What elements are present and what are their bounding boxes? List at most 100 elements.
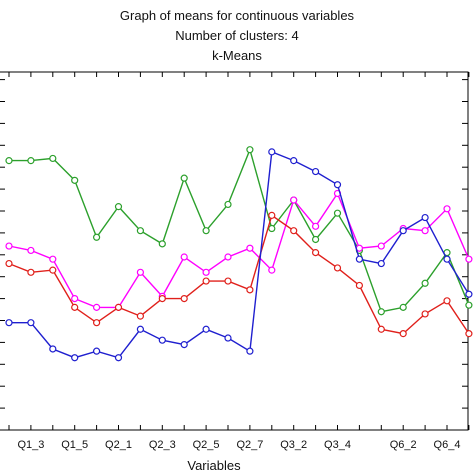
data-point (71, 303, 79, 311)
data-point (246, 244, 254, 252)
x-tick-label: Q3_4 (324, 439, 351, 451)
data-point (5, 157, 13, 165)
data-point (443, 205, 451, 213)
data-point (377, 259, 385, 268)
series-line (9, 150, 470, 359)
data-point (27, 268, 35, 276)
data-point (377, 242, 385, 250)
data-point (312, 235, 320, 244)
chart-subtitle-method: k-Means (212, 48, 262, 63)
data-point (333, 181, 342, 189)
x-tick-label: Q2_7 (236, 439, 263, 451)
data-point (465, 330, 473, 338)
data-point (71, 354, 79, 362)
chart-subtitle-clusters: Number of clusters: 4 (175, 28, 299, 43)
data-point (5, 259, 13, 268)
data-point (180, 295, 188, 303)
data-point (180, 174, 188, 182)
data-point (290, 157, 298, 165)
x-tick-label: Q1_5 (61, 439, 88, 451)
x-tick-label: Q2_3 (149, 439, 176, 451)
data-point (268, 211, 276, 219)
data-point (312, 249, 320, 257)
data-point (114, 203, 123, 211)
data-point (421, 279, 429, 287)
x-axis-label: Variables (187, 458, 241, 473)
data-point (290, 227, 298, 235)
data-point (158, 240, 166, 248)
plot-area-frame (0, 71, 469, 431)
x-tick-label: Q2_5 (193, 439, 220, 451)
data-point (202, 268, 210, 276)
x-tick-label: Q2_1 (105, 439, 132, 451)
data-point (5, 242, 13, 250)
data-point (158, 336, 166, 344)
data-point (27, 157, 35, 165)
x-tick-label: Q3_2 (280, 439, 307, 451)
data-point (114, 303, 123, 311)
data-point (136, 325, 144, 333)
data-point (465, 301, 473, 309)
data-point (268, 224, 276, 233)
y-axis-ticks (0, 79, 468, 431)
data-point (180, 340, 188, 349)
data-point (27, 246, 35, 255)
data-point (5, 319, 13, 327)
data-point (92, 303, 101, 311)
data-point (202, 277, 210, 285)
data-point (421, 213, 429, 222)
series-line (9, 147, 470, 313)
data-point (465, 255, 473, 263)
data-point (224, 200, 232, 209)
data-point (399, 330, 407, 338)
data-point (246, 347, 254, 355)
data-point (465, 290, 473, 298)
data-point (421, 227, 429, 235)
data-point (333, 209, 342, 217)
data-point (27, 319, 35, 327)
data-point (136, 312, 144, 320)
data-point (202, 227, 210, 235)
data-point (268, 266, 276, 274)
x-tick-label: Q1_3 (17, 439, 44, 451)
data-point (268, 148, 276, 156)
data-point (421, 310, 429, 318)
data-point (333, 264, 342, 272)
data-point (158, 295, 166, 303)
data-point (92, 319, 101, 327)
data-point (399, 227, 407, 235)
x-axis-ticks: Q1_3 Q1_5 Q2_1 Q2_3 Q2_5 Q2_7 Q3_2 Q3_4 Q6_2 Q6_4 (8, 72, 470, 451)
series-1 (5, 189, 473, 311)
data-point (399, 303, 407, 311)
x-tick-label: Q6_4 (434, 439, 461, 451)
data-point (290, 196, 298, 204)
series-2 (5, 211, 473, 338)
series-line (8, 214, 470, 335)
data-point (224, 253, 232, 261)
data-point (92, 233, 101, 241)
data-point (49, 255, 57, 263)
data-point (246, 146, 254, 154)
data-point (49, 154, 57, 163)
data-point (224, 334, 232, 342)
data-point (443, 297, 451, 305)
data-point (49, 266, 57, 274)
data-point (92, 347, 101, 355)
data-point (312, 222, 320, 230)
chart-title: Graph of means for continuous variables (120, 8, 355, 23)
data-point (355, 281, 363, 290)
data-point (377, 308, 385, 316)
data-point (49, 345, 57, 353)
data-point (71, 176, 79, 184)
data-point (355, 255, 363, 263)
series-layer (5, 146, 473, 362)
x-tick-label: Q6_2 (390, 439, 417, 451)
data-point (71, 295, 79, 303)
data-point (377, 325, 385, 333)
data-point (224, 277, 232, 285)
data-point (136, 268, 144, 276)
data-point (443, 255, 451, 263)
data-point (114, 354, 123, 362)
